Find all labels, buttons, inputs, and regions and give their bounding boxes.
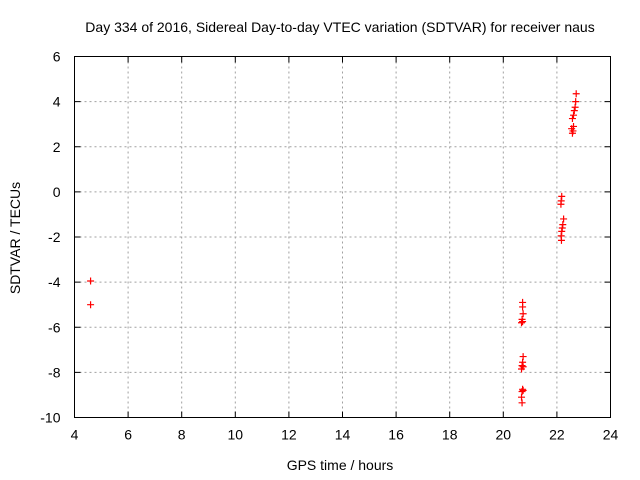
x-tick-label: 6 <box>124 427 132 443</box>
x-tick-label: 4 <box>71 427 79 443</box>
data-point <box>518 365 526 373</box>
x-tick-label: 20 <box>496 427 512 443</box>
x-axis-label: GPS time / hours <box>287 457 394 473</box>
y-tick-label: -8 <box>48 364 61 380</box>
y-tick-label: 6 <box>53 49 61 65</box>
data-points <box>87 90 580 407</box>
y-tick-label: 2 <box>53 139 61 155</box>
x-tick-label: 22 <box>549 427 565 443</box>
data-point <box>87 301 95 309</box>
data-point <box>519 386 527 394</box>
data-point <box>570 122 578 130</box>
data-point <box>570 107 578 115</box>
data-point <box>518 319 526 327</box>
y-tick-label: -6 <box>48 319 61 335</box>
x-tick-label: 24 <box>603 427 619 443</box>
y-tick-label: 0 <box>53 184 61 200</box>
y-tick-label: -4 <box>48 274 61 290</box>
data-point <box>572 98 580 106</box>
x-tick-label: 10 <box>228 427 244 443</box>
chart-title: Day 334 of 2016, Sidereal Day-to-day VTE… <box>85 19 594 35</box>
x-tick-label: 8 <box>178 427 186 443</box>
data-point <box>568 115 576 123</box>
y-tick-label: -2 <box>48 229 61 245</box>
x-tick-label: 18 <box>442 427 458 443</box>
data-point <box>519 318 527 326</box>
data-point <box>557 236 565 244</box>
y-tick-label: 4 <box>53 94 61 110</box>
y-tick-label: -10 <box>40 410 60 426</box>
x-tick-label: 14 <box>335 427 351 443</box>
data-point <box>519 303 527 311</box>
data-point <box>560 215 568 223</box>
data-point <box>570 111 578 119</box>
data-point <box>518 399 526 407</box>
data-point <box>519 310 527 318</box>
plot-border <box>74 56 611 418</box>
x-tick-label: 12 <box>281 427 297 443</box>
y-axis-label: SDTVAR / TECUs <box>7 182 23 294</box>
data-point <box>572 90 580 98</box>
x-tick-label: 16 <box>388 427 404 443</box>
data-point <box>557 200 565 208</box>
data-point <box>87 277 95 285</box>
